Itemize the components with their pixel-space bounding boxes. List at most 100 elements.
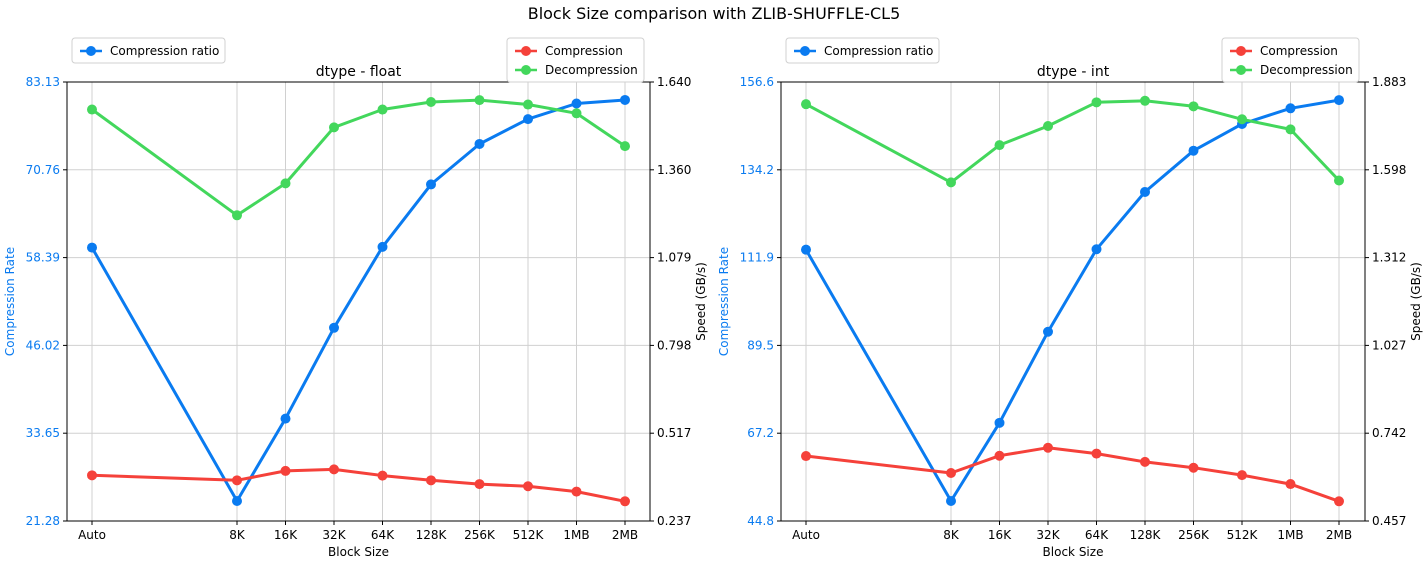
panel-2-x-axis-label: Block Size [1043,545,1104,559]
panel-2-data-point-ratio [1091,244,1102,255]
panel-2-y-left-tick-label: 89.5 [747,338,774,352]
panel-1-x-tick-label: 256K [464,528,496,542]
panel-1-data-point-compression [329,464,339,475]
panel-1-data-point-ratio [280,413,291,424]
panel-1-x-axis-label: Block Size [328,545,389,559]
panel-2-data-point-compression [946,467,956,478]
panel-2-data-point-decompression [1285,124,1296,135]
panel-2-data-point-decompression [1237,114,1247,125]
panel-2-data-point-decompression [1334,175,1344,186]
panel-2-data-point-decompression [1043,121,1053,132]
panel-2-y-left-tick-label: 134.2 [740,163,774,177]
panel-2-x-tick-label: 128K [1130,528,1162,542]
panel-1-x-tick-label: 16K [274,528,298,542]
panel-2-x-tick-label: 512K [1227,528,1259,542]
panel-2-legend-swatch-marker [1236,46,1246,56]
panel-2-data-point-compression [1140,456,1150,467]
panel-1-subplot-title: dtype - float [316,64,402,80]
panel-2-y-right-tick-label: 1.598 [1372,163,1406,177]
panel-2-legend-swatch-marker [800,46,810,56]
panel-2-x-tick-label: 8K [943,528,960,542]
panel-2-y-left-tick-label: 111.9 [740,251,774,265]
panel-1-data-point-compression [523,481,533,492]
panel-1-x-tick-label: 64K [371,528,395,542]
panel-1-legend-label: Compression ratio [110,44,219,58]
panel-1-legend-swatch-marker [521,46,531,56]
panel-2-y-left-tick-label: 44.8 [747,514,774,528]
panel-1-data-point-ratio [232,495,242,506]
panel-2-data-point-compression [1237,470,1247,481]
panel-2-data-point-ratio [1285,103,1296,114]
panel-1-y-left-tick-label: 58.39 [26,251,60,265]
panel-1-y-right-tick-label: 1.079 [657,251,691,265]
panel-2-series-line-decompression [805,99,1341,184]
panel-2-x-tick-label: 1MB [1277,528,1303,542]
panel-1-y-left-tick-label: 70.76 [26,163,60,177]
panel-2-data-point-decompression [994,140,1005,151]
panel-1-x-tick-label: 8K [229,528,246,542]
panel-1-data-point-decompression [620,141,630,152]
panel-2-y-right-tick-label: 0.457 [1372,514,1406,528]
panel-1-data-point-ratio [523,114,533,125]
panel-1-data-point-ratio [474,138,485,149]
panel-1-series-line-ratio [90,98,626,503]
panel-2-legend-box-right [1221,37,1360,83]
panel-1-data-point-decompression [87,104,97,115]
panel-2-data-point-decompression [946,177,956,188]
panel-1-data-point-decompression [571,108,582,119]
panel-1-legend-swatch-marker [521,65,531,75]
panel-1-data-point-compression [377,470,388,481]
panel-2-legend-label: Decompression [1260,63,1353,77]
panel-2-data-point-compression [1334,496,1344,507]
panel-2-y-right-axis-label: Speed (GB/s) [1409,262,1423,341]
panel-1-y-right-tick-label: 1.360 [657,163,691,177]
panel-2-legend-label: Compression ratio [824,44,933,58]
panel-1-y-left-tick-label: 83.13 [26,75,60,89]
panel-2-data-point-decompression [1188,101,1199,112]
panel-1-data-point-compression [474,479,485,490]
panel-2-x-tick-label: 2MB [1326,528,1352,542]
panel-1-data-point-compression [232,475,242,486]
panel-1-series-line-compression [91,467,626,503]
panel-1-y-right-tick-label: 0.517 [657,426,691,440]
panel-1-legend-box-left [71,37,226,64]
panel-1-legend-box-right [506,37,645,83]
panel-1-x-tick-label: 32K [322,528,346,542]
panel-1-data-point-ratio [571,98,582,109]
panel-1-legend-label: Decompression [545,63,638,77]
panel-1-data-point-ratio [329,322,339,333]
panel-1-x-tick-label: 1MB [563,528,589,542]
panel-2-data-point-ratio [1334,95,1344,106]
panel-1-data-point-decompression [329,122,339,133]
panel-1-y-left-axis-label: Compression Rate [3,247,17,356]
panel-2-legend-box-left [785,37,940,64]
panel-1-x-tick-label: 128K [416,528,448,542]
panel-2-legend-label: Compression [1260,44,1338,58]
panel-2-axes-frame [780,81,1366,522]
panel-1-data-point-compression [280,465,291,476]
panel-2-data-point-ratio [1188,145,1199,156]
panel-2-data-point-ratio [994,417,1005,428]
panel-2-data-point-ratio [1043,326,1053,337]
panel-2-y-right-tick-label: 1.027 [1372,338,1406,352]
panel-2-data-point-decompression [1091,97,1102,108]
panel-2-x-tick-label: 16K [988,528,1012,542]
panel-1-y-right-tick-label: 0.237 [657,514,691,528]
panel-2-data-point-compression [994,450,1005,461]
panel-1-data-point-ratio [377,241,388,252]
panel-2-data-point-compression [1285,479,1296,490]
panel-2-data-point-decompression [801,99,811,110]
panel-2-x-tick-label: 64K [1085,528,1109,542]
panel-1-y-right-axis-label: Speed (GB/s) [694,262,708,341]
panel-2-y-left-axis-label: Compression Rate [717,247,731,356]
panel-2-data-point-ratio [1140,186,1150,197]
panel-2-legend-swatch-marker [1236,65,1246,75]
panel-1-series-line-decompression [91,98,626,217]
panel-1-data-point-compression [571,486,582,497]
panel-1-data-point-decompression [474,95,485,106]
panel-2-data-point-ratio [801,244,811,255]
panel-1-data-point-compression [87,470,97,481]
panel-1-data-point-decompression [426,97,436,108]
panel-2-y-right-tick-label: 1.312 [1372,251,1406,265]
